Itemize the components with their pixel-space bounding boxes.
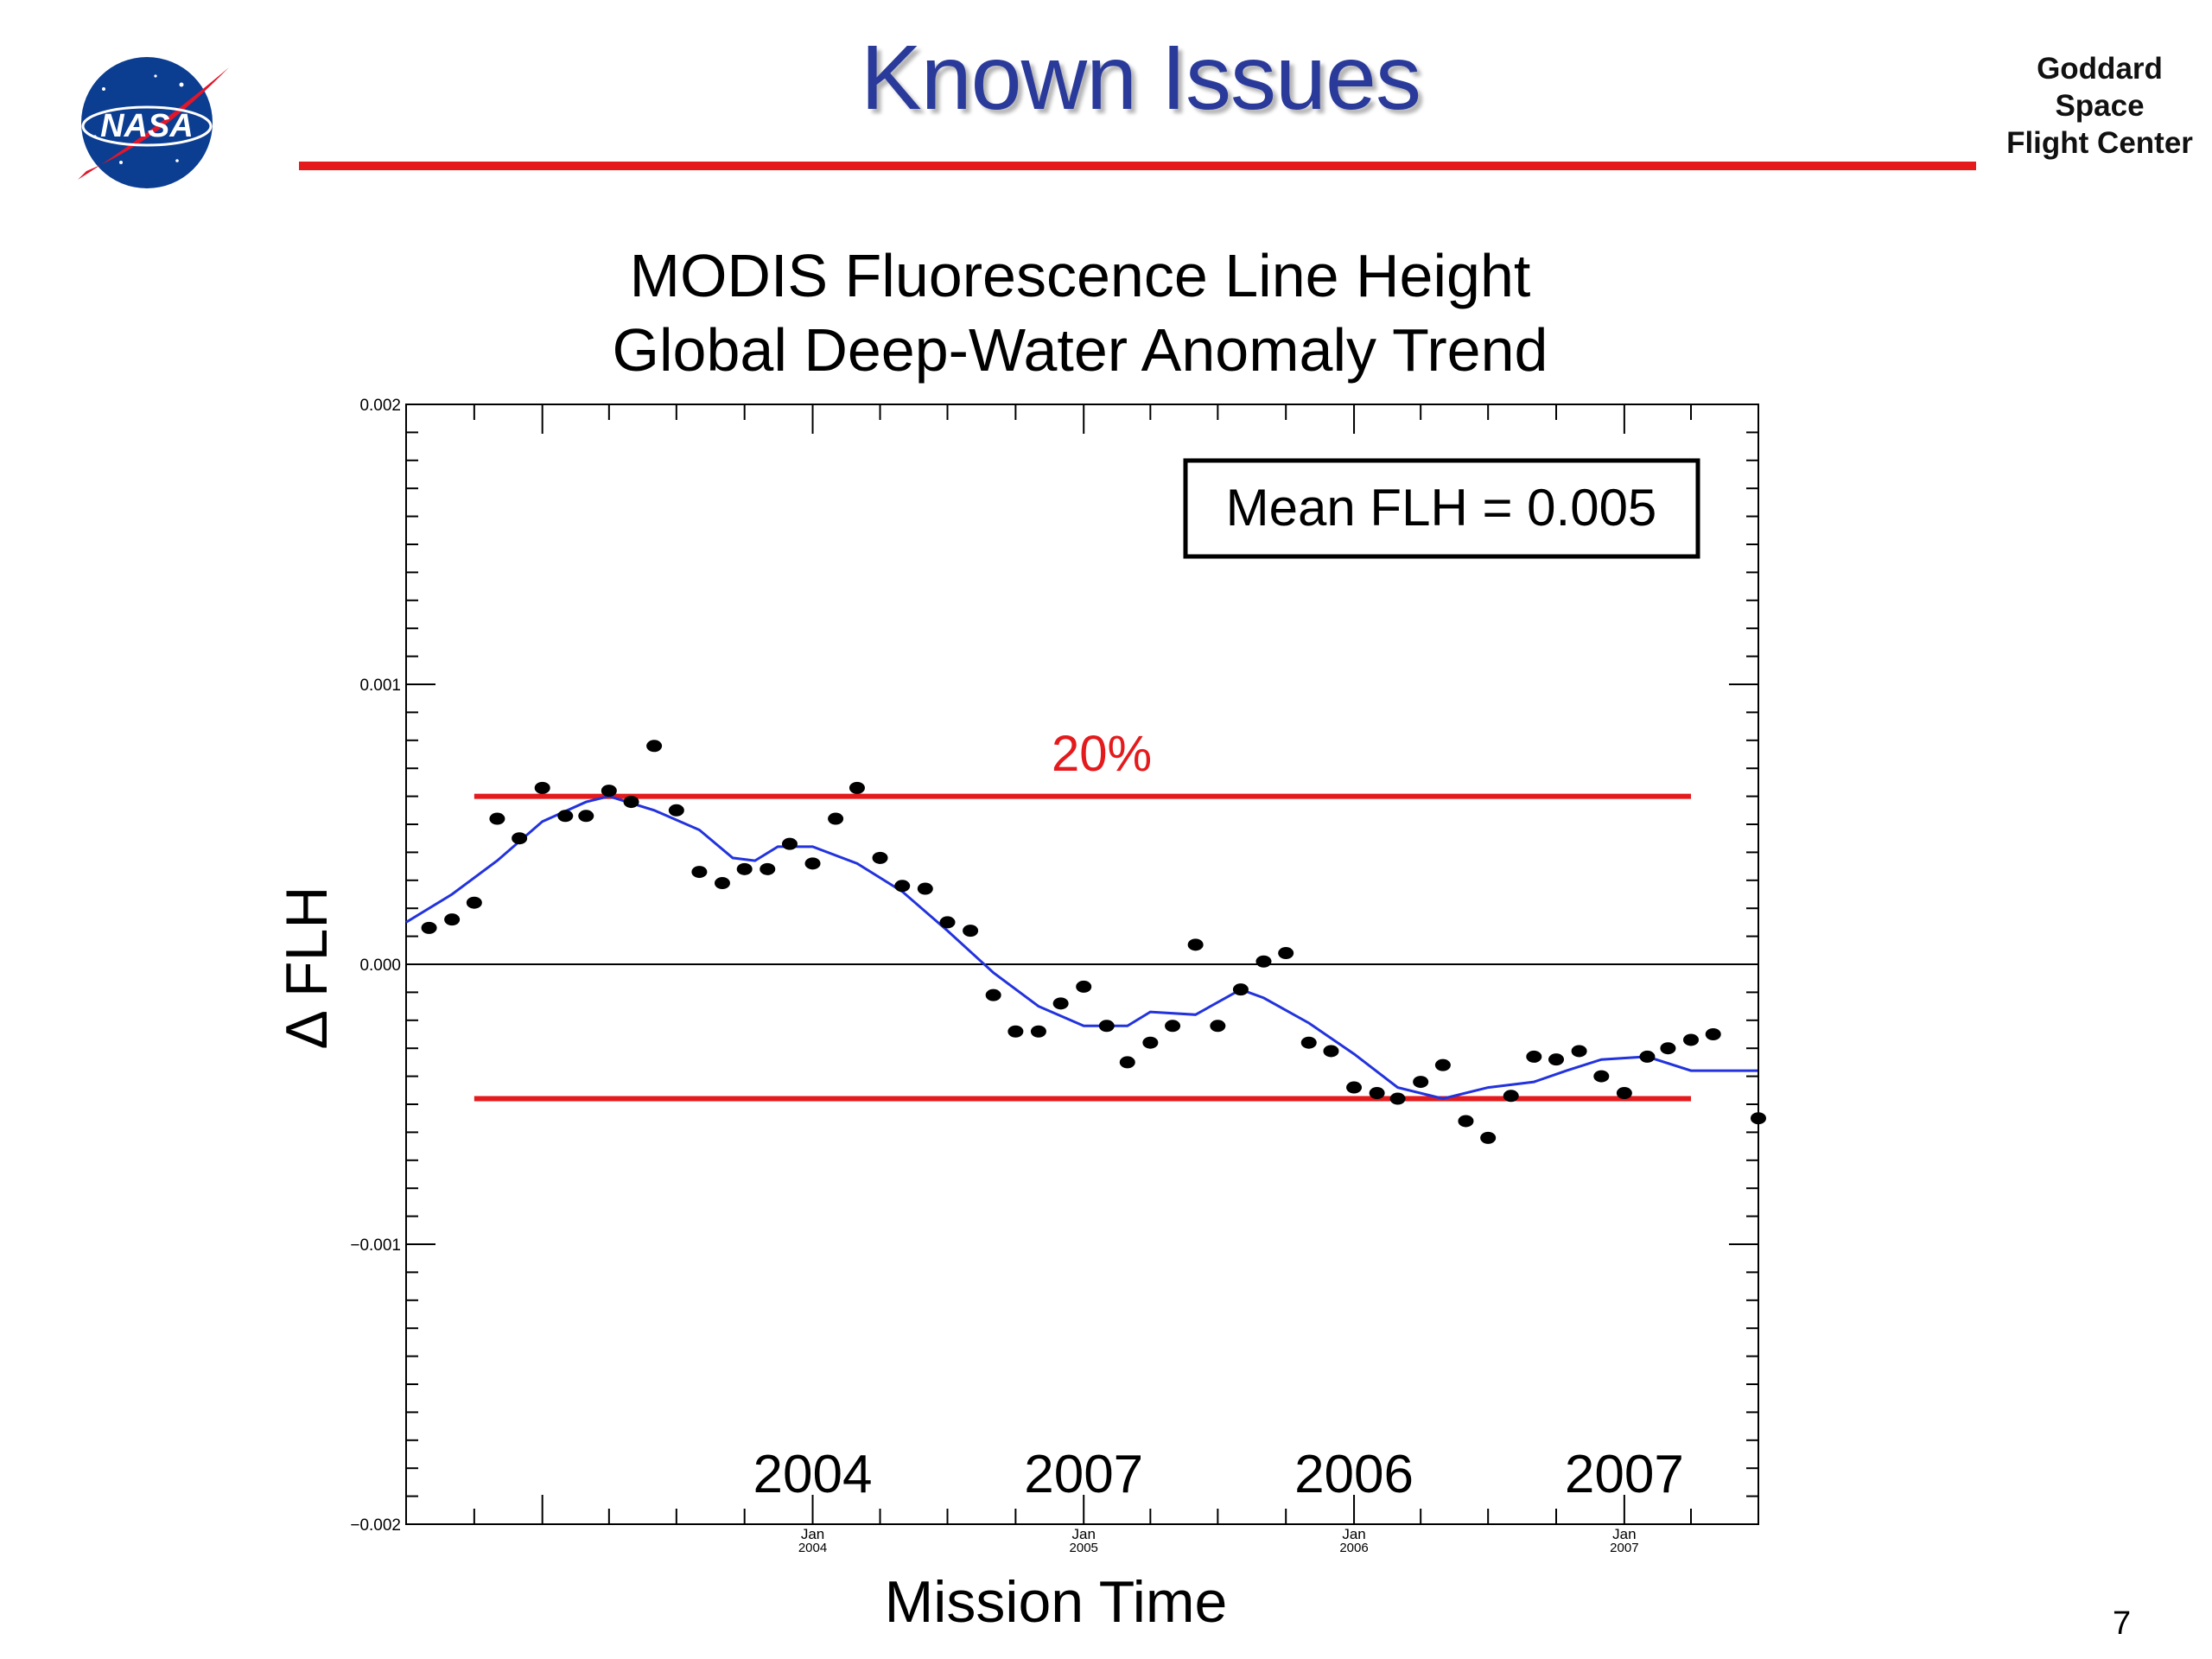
data-point bbox=[1165, 1020, 1181, 1033]
data-point bbox=[985, 988, 1001, 1001]
x-tick-label-year: 2004 bbox=[798, 1541, 827, 1555]
data-point bbox=[1323, 1045, 1339, 1058]
data-point bbox=[1616, 1087, 1632, 1100]
y-tick-label: 0.001 bbox=[359, 677, 401, 695]
data-point bbox=[1142, 1036, 1159, 1049]
logo-wordmark: NASA bbox=[100, 108, 194, 144]
data-point bbox=[1210, 1020, 1226, 1033]
data-point bbox=[421, 921, 437, 934]
data-point bbox=[578, 810, 594, 823]
x-tick-label-month: Jan bbox=[1342, 1526, 1365, 1542]
year-label: 2007 bbox=[1565, 1445, 1684, 1504]
y-tick-label: 0.002 bbox=[359, 397, 401, 415]
data-point bbox=[623, 796, 639, 809]
x-tick-label-year: 2006 bbox=[1339, 1541, 1368, 1555]
data-point bbox=[804, 857, 821, 870]
org-line-2: Space bbox=[2055, 89, 2145, 123]
y-tick-label: −0.001 bbox=[350, 1236, 401, 1255]
threshold-label: 20% bbox=[1052, 726, 1152, 782]
chart-title-line-1: MODIS Fluorescence Line Height bbox=[629, 242, 1531, 309]
data-point bbox=[1526, 1050, 1542, 1063]
data-point bbox=[1705, 1028, 1721, 1040]
data-point bbox=[1007, 1025, 1024, 1038]
data-point bbox=[1548, 1053, 1565, 1066]
data-point bbox=[646, 740, 663, 753]
slide-title: Known Issues bbox=[861, 27, 1421, 129]
data-point bbox=[1052, 997, 1069, 1010]
x-tick-label-year: 2007 bbox=[1610, 1541, 1638, 1555]
data-point bbox=[1346, 1081, 1363, 1094]
annotation-box bbox=[1183, 458, 1700, 559]
data-point bbox=[489, 812, 505, 825]
data-point bbox=[1369, 1087, 1385, 1100]
x-tick-label-month: Jan bbox=[1072, 1526, 1096, 1542]
x-tick-label-month: Jan bbox=[1612, 1526, 1636, 1542]
data-point bbox=[512, 832, 528, 845]
data-point bbox=[1434, 1058, 1451, 1071]
data-point bbox=[1503, 1090, 1519, 1103]
year-label: 2007 bbox=[1024, 1445, 1143, 1504]
org-line-1: Goddard bbox=[2037, 52, 2163, 86]
y-tick-label: 0.000 bbox=[359, 957, 401, 975]
title-rule bbox=[299, 162, 1976, 170]
data-point bbox=[714, 877, 730, 890]
y-tick-label: −0.002 bbox=[350, 1516, 401, 1535]
data-point bbox=[691, 866, 708, 879]
nasa-logo: NASA bbox=[78, 57, 229, 188]
annotation-text: Mean FLH = 0.005 bbox=[1226, 479, 1657, 537]
chart-title-line-2: Global Deep-Water Anomaly Trend bbox=[612, 316, 1548, 384]
data-point bbox=[1030, 1025, 1046, 1038]
data-point bbox=[1300, 1036, 1317, 1049]
data-point bbox=[917, 882, 933, 895]
y-axis-label: Δ FLH bbox=[274, 886, 340, 1049]
chart-title: MODIS Fluorescence Line Height Global De… bbox=[432, 238, 1728, 387]
data-point bbox=[1119, 1056, 1135, 1069]
x-tick-label-month: Jan bbox=[801, 1526, 824, 1542]
data-point bbox=[1098, 1020, 1115, 1033]
data-point bbox=[1571, 1045, 1587, 1058]
data-point bbox=[557, 810, 574, 823]
data-point bbox=[1458, 1115, 1474, 1128]
data-point bbox=[1683, 1033, 1700, 1046]
x-tick-label-year: 2005 bbox=[1070, 1541, 1098, 1555]
data-point bbox=[466, 896, 482, 909]
data-point bbox=[849, 781, 865, 794]
data-point bbox=[828, 812, 844, 825]
data-point bbox=[1187, 938, 1204, 951]
data-point bbox=[668, 804, 684, 817]
data-point bbox=[601, 785, 617, 798]
data-point bbox=[760, 862, 776, 875]
data-point bbox=[1389, 1092, 1406, 1105]
data-point bbox=[1660, 1042, 1676, 1055]
year-label: 2004 bbox=[753, 1445, 873, 1504]
data-point bbox=[1278, 947, 1294, 960]
data-point bbox=[1255, 955, 1272, 968]
data-point bbox=[1593, 1070, 1610, 1083]
data-point bbox=[736, 862, 753, 875]
data-point bbox=[1413, 1076, 1429, 1089]
x-axis-label: Mission Time bbox=[885, 1569, 1228, 1635]
trend-line bbox=[405, 795, 1758, 1101]
data-point bbox=[444, 913, 461, 926]
year-label: 2006 bbox=[1294, 1445, 1414, 1504]
data-point bbox=[872, 851, 888, 864]
data-point bbox=[1232, 983, 1249, 996]
data-point bbox=[894, 880, 911, 893]
org-line-3: Flight Center bbox=[2006, 126, 2193, 160]
data-point bbox=[534, 781, 550, 794]
data-point bbox=[939, 916, 956, 929]
data-point bbox=[1751, 1112, 1766, 1125]
data-point bbox=[1480, 1131, 1497, 1144]
data-point bbox=[781, 837, 798, 850]
data-point bbox=[963, 925, 979, 938]
organization-label: Goddard Space Flight Center bbox=[1996, 50, 2203, 162]
data-point bbox=[1076, 980, 1092, 993]
data-point bbox=[1639, 1050, 1656, 1063]
page-number: 7 bbox=[2113, 1605, 2132, 1642]
